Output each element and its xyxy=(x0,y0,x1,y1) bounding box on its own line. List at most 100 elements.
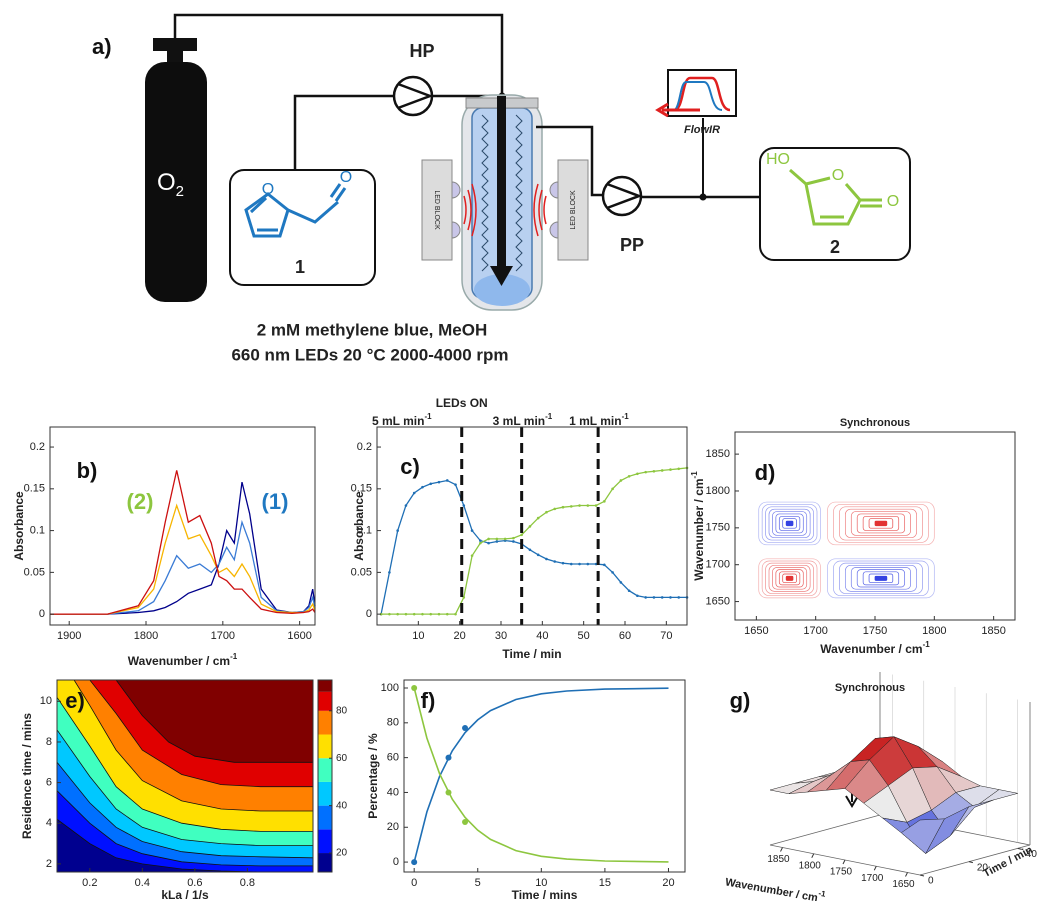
data-point xyxy=(627,474,631,478)
x-axis-label: kLa / 1/s xyxy=(161,888,209,901)
data-point xyxy=(512,536,515,540)
data-point xyxy=(536,553,540,557)
colorbar-band xyxy=(318,680,332,692)
data-point xyxy=(462,819,469,826)
atom-label: O xyxy=(340,169,352,186)
data-point xyxy=(462,504,466,507)
data-point xyxy=(421,612,424,616)
x-axis-label: Wavenumber / cm-1 xyxy=(820,640,930,656)
contour-line xyxy=(57,762,313,859)
x-tick-label: 15 xyxy=(599,877,611,889)
contour-ring xyxy=(785,575,794,581)
x-axis-label-text: kLa / 1/s xyxy=(161,888,209,901)
y-tick-label: 0.2 xyxy=(357,441,372,453)
x-axis-label: Wavenumber / cm-1 xyxy=(724,873,827,901)
y-tick-label: 1650 xyxy=(706,595,730,607)
y-tick-label: 0 xyxy=(39,608,45,620)
contour-ring xyxy=(782,518,797,529)
data-point xyxy=(652,596,656,599)
contour-ring xyxy=(775,569,804,588)
reactor-bottom xyxy=(474,274,530,306)
cylinder xyxy=(145,62,207,302)
fit-line xyxy=(413,687,669,863)
x-tick-label: 0.4 xyxy=(135,877,150,889)
contour-ring xyxy=(862,515,900,531)
data-point xyxy=(528,548,532,552)
plot-frame xyxy=(403,679,686,873)
event-label: 1 mL min-1 xyxy=(569,412,629,428)
data-point xyxy=(677,467,681,471)
panel-label: g) xyxy=(730,688,751,713)
stirrer-arrow xyxy=(490,266,513,286)
data-point xyxy=(569,562,573,566)
x-tick-label: 0.8 xyxy=(240,877,255,889)
data-point xyxy=(619,479,623,482)
contour-line xyxy=(89,680,313,788)
flow-diagram: a) O2 HP O O 1 xyxy=(92,13,911,364)
colorbar-band xyxy=(318,710,332,735)
y-tick-label: 0.05 xyxy=(351,566,372,578)
x-tick-label: 30 xyxy=(495,630,507,642)
atom-label: O xyxy=(887,193,899,210)
plot-area xyxy=(404,680,685,872)
data-point xyxy=(669,596,672,599)
x-tick-label: 1800 xyxy=(799,860,822,871)
y-tick-label: 0 xyxy=(366,608,372,620)
x-tick-label: 1700 xyxy=(211,630,235,642)
cylinder-neck xyxy=(167,50,183,63)
y-tick-label: 20 xyxy=(977,862,989,873)
y-tick xyxy=(1017,847,1022,850)
data-point xyxy=(586,562,590,566)
data-point xyxy=(561,561,565,565)
contour-ring xyxy=(856,513,906,534)
data-point xyxy=(379,612,383,616)
flow-label-text: 5 mL min xyxy=(372,414,424,428)
data-point xyxy=(411,859,418,866)
x-axis-label-sup: -1 xyxy=(818,889,827,899)
x-tick-label: 1850 xyxy=(767,854,790,865)
x-axis-label-text: Time / mins xyxy=(512,888,578,901)
colorbar-band xyxy=(318,758,332,782)
data-point xyxy=(652,469,656,473)
contour-ring xyxy=(844,564,917,592)
y-tick-label: 0.15 xyxy=(24,483,45,495)
furfural-structure xyxy=(244,183,347,238)
pump xyxy=(392,75,434,117)
pump-label: PP xyxy=(620,235,644,255)
x-tick-label: 1650 xyxy=(744,625,768,637)
data-point xyxy=(569,505,573,508)
data-point xyxy=(536,516,540,520)
product-structure xyxy=(789,168,882,226)
contour-ring xyxy=(768,508,811,539)
led-label: LED BLOCK xyxy=(570,190,577,230)
x-axis-label-text: Wavenumber / cm xyxy=(820,642,922,656)
data-point xyxy=(411,685,418,692)
data-point xyxy=(545,510,548,514)
x-tick-label: 1900 xyxy=(57,630,81,642)
cylinder-valve xyxy=(153,38,197,51)
pump-symbol xyxy=(397,82,434,110)
x-tick-label: 1850 xyxy=(981,625,1005,637)
flowir-label: FlowIR xyxy=(684,124,720,136)
pump-symbol xyxy=(606,182,643,210)
x-axis-label: Time / mins xyxy=(512,888,578,901)
x-tick-label: 40 xyxy=(536,630,548,642)
y-tick-label: 1700 xyxy=(706,559,730,571)
data-point xyxy=(561,505,565,509)
x-tick-label: 50 xyxy=(578,630,590,642)
data-point xyxy=(445,754,452,761)
contour-ring xyxy=(833,560,929,597)
led-dome xyxy=(549,181,559,239)
contour-ring xyxy=(775,513,804,534)
x-tick-label: 60 xyxy=(619,630,631,642)
x-tick xyxy=(780,847,783,852)
panel-label: f) xyxy=(421,688,436,713)
panel-label: a) xyxy=(92,34,112,59)
data-point xyxy=(429,482,433,486)
x-axis-label-text: Wavenumber / cm xyxy=(128,654,230,668)
flow-label-sup: -1 xyxy=(424,412,432,421)
data-point xyxy=(479,541,482,545)
data-point xyxy=(603,563,606,567)
colorbar-band xyxy=(318,691,332,711)
contour-ring xyxy=(778,515,801,531)
